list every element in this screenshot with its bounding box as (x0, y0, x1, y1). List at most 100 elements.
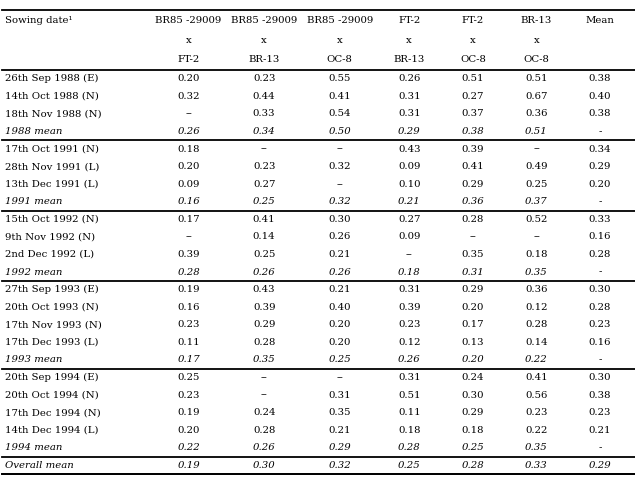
Text: OC-8: OC-8 (460, 55, 486, 64)
Text: 0.38: 0.38 (589, 109, 612, 118)
Text: 15th Oct 1992 (N): 15th Oct 1992 (N) (5, 215, 99, 224)
Text: 0.28: 0.28 (462, 215, 484, 224)
Text: 1993 mean: 1993 mean (5, 355, 62, 365)
Text: 26th Sep 1988 (E): 26th Sep 1988 (E) (5, 74, 98, 83)
Text: --: -- (185, 109, 192, 118)
Text: 0.67: 0.67 (525, 92, 547, 101)
Text: 0.13: 0.13 (462, 338, 484, 347)
Text: 0.32: 0.32 (177, 92, 200, 101)
Text: 0.27: 0.27 (398, 215, 420, 224)
Text: 0.25: 0.25 (462, 444, 485, 452)
Text: -: - (598, 197, 602, 206)
Text: 0.31: 0.31 (398, 109, 420, 118)
Text: 0.21: 0.21 (328, 426, 351, 435)
Text: 0.28: 0.28 (589, 250, 612, 259)
Text: 14th Dec 1994 (L): 14th Dec 1994 (L) (5, 426, 98, 435)
Text: 0.38: 0.38 (462, 127, 485, 136)
Text: 0.28: 0.28 (398, 444, 420, 452)
Text: 0.30: 0.30 (462, 390, 484, 399)
Text: OC-8: OC-8 (327, 55, 352, 64)
Text: 0.30: 0.30 (589, 373, 612, 382)
Text: FT-2: FT-2 (462, 16, 484, 25)
Text: 0.29: 0.29 (253, 320, 276, 330)
Text: 18th Nov 1988 (N): 18th Nov 1988 (N) (5, 109, 102, 118)
Text: 2nd Dec 1992 (L): 2nd Dec 1992 (L) (5, 250, 94, 259)
Text: 0.25: 0.25 (398, 461, 420, 470)
Text: 0.31: 0.31 (398, 92, 420, 101)
Text: 0.22: 0.22 (525, 355, 548, 365)
Text: 0.27: 0.27 (462, 92, 484, 101)
Text: 0.21: 0.21 (328, 250, 351, 259)
Text: 0.17: 0.17 (177, 215, 200, 224)
Text: 0.20: 0.20 (328, 338, 351, 347)
Text: 0.36: 0.36 (525, 285, 547, 294)
Text: 0.12: 0.12 (525, 303, 547, 312)
Text: 0.41: 0.41 (462, 162, 484, 171)
Text: 27th Sep 1993 (E): 27th Sep 1993 (E) (5, 285, 99, 294)
Text: 0.25: 0.25 (177, 373, 200, 382)
Text: --: -- (337, 145, 343, 154)
Text: 0.43: 0.43 (253, 285, 276, 294)
Text: 9th Nov 1992 (N): 9th Nov 1992 (N) (5, 232, 95, 241)
Text: 0.25: 0.25 (525, 180, 547, 189)
Text: --: -- (469, 232, 476, 241)
Text: 0.26: 0.26 (398, 355, 420, 365)
Text: -: - (598, 444, 602, 452)
Text: FT-2: FT-2 (177, 55, 200, 64)
Text: 0.26: 0.26 (328, 268, 351, 276)
Text: 0.35: 0.35 (525, 268, 548, 276)
Text: 0.23: 0.23 (177, 390, 200, 399)
Text: 17th Oct 1991 (N): 17th Oct 1991 (N) (5, 145, 99, 154)
Text: 0.32: 0.32 (328, 162, 351, 171)
Text: 0.22: 0.22 (525, 426, 547, 435)
Text: 0.55: 0.55 (328, 74, 351, 83)
Text: --: -- (337, 180, 343, 189)
Text: 0.44: 0.44 (253, 92, 276, 101)
Text: --: -- (406, 250, 413, 259)
Text: OC-8: OC-8 (523, 55, 549, 64)
Text: 0.22: 0.22 (177, 444, 200, 452)
Text: 0.14: 0.14 (253, 232, 276, 241)
Text: 0.10: 0.10 (398, 180, 420, 189)
Text: 0.09: 0.09 (177, 180, 200, 189)
Text: 0.26: 0.26 (253, 444, 276, 452)
Text: 0.35: 0.35 (525, 444, 548, 452)
Text: 0.51: 0.51 (462, 74, 484, 83)
Text: 0.20: 0.20 (328, 320, 351, 330)
Text: 0.51: 0.51 (525, 127, 548, 136)
Text: BR-13: BR-13 (248, 55, 280, 64)
Text: 0.18: 0.18 (398, 268, 420, 276)
Text: x: x (406, 36, 412, 46)
Text: x: x (185, 36, 192, 46)
Text: 0.29: 0.29 (462, 408, 484, 417)
Text: 0.54: 0.54 (328, 109, 351, 118)
Text: 0.29: 0.29 (462, 180, 484, 189)
Text: 0.28: 0.28 (177, 268, 200, 276)
Text: x: x (533, 36, 539, 46)
Text: 0.26: 0.26 (177, 127, 200, 136)
Text: 0.33: 0.33 (525, 461, 548, 470)
Text: 0.28: 0.28 (589, 303, 612, 312)
Text: 0.11: 0.11 (398, 408, 420, 417)
Text: 0.18: 0.18 (398, 426, 420, 435)
Text: 0.17: 0.17 (462, 320, 484, 330)
Text: 0.56: 0.56 (525, 390, 547, 399)
Text: x: x (261, 36, 267, 46)
Text: --: -- (533, 232, 540, 241)
Text: 0.12: 0.12 (398, 338, 420, 347)
Text: BR85 -29009: BR85 -29009 (231, 16, 297, 25)
Text: 0.20: 0.20 (177, 74, 200, 83)
Text: 0.26: 0.26 (253, 268, 276, 276)
Text: FT-2: FT-2 (398, 16, 420, 25)
Text: 0.25: 0.25 (253, 197, 276, 206)
Text: 0.28: 0.28 (253, 426, 276, 435)
Text: 17th Dec 1994 (N): 17th Dec 1994 (N) (5, 408, 101, 417)
Text: 0.23: 0.23 (398, 320, 420, 330)
Text: 0.43: 0.43 (398, 145, 420, 154)
Text: 0.16: 0.16 (589, 232, 612, 241)
Text: 0.17: 0.17 (177, 355, 200, 365)
Text: -: - (598, 355, 602, 365)
Text: 0.20: 0.20 (462, 355, 485, 365)
Text: 0.20: 0.20 (589, 180, 612, 189)
Text: 0.51: 0.51 (398, 390, 420, 399)
